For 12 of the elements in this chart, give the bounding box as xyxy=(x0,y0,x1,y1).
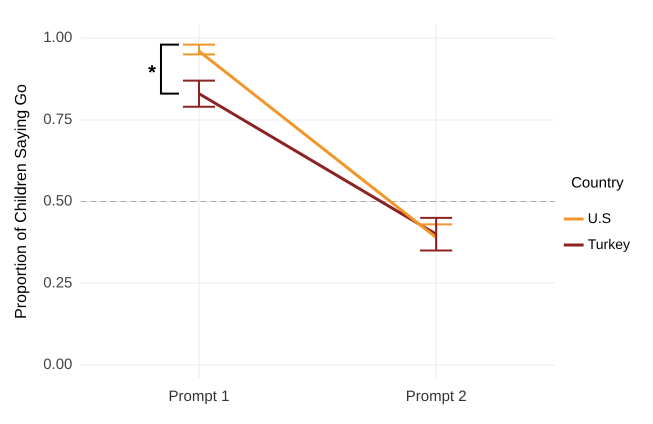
legend-label: Turkey xyxy=(588,236,630,252)
y-tick-label: 0.75 xyxy=(43,110,72,128)
legend-label: U.S xyxy=(588,210,612,226)
y-tick-label: 0.00 xyxy=(43,356,72,374)
annotation: * xyxy=(148,62,156,84)
x-tick-label: Prompt 1 xyxy=(168,388,230,406)
y-tick-label: 1.00 xyxy=(43,29,72,46)
x-tick-label: Prompt 2 xyxy=(406,388,467,406)
y-tick-label: 0.50 xyxy=(43,192,72,210)
legend-title: Country xyxy=(571,174,624,192)
y-tick-label: 0.25 xyxy=(43,274,72,292)
y-axis-title: Proportion of Children Saying Go xyxy=(13,84,30,319)
